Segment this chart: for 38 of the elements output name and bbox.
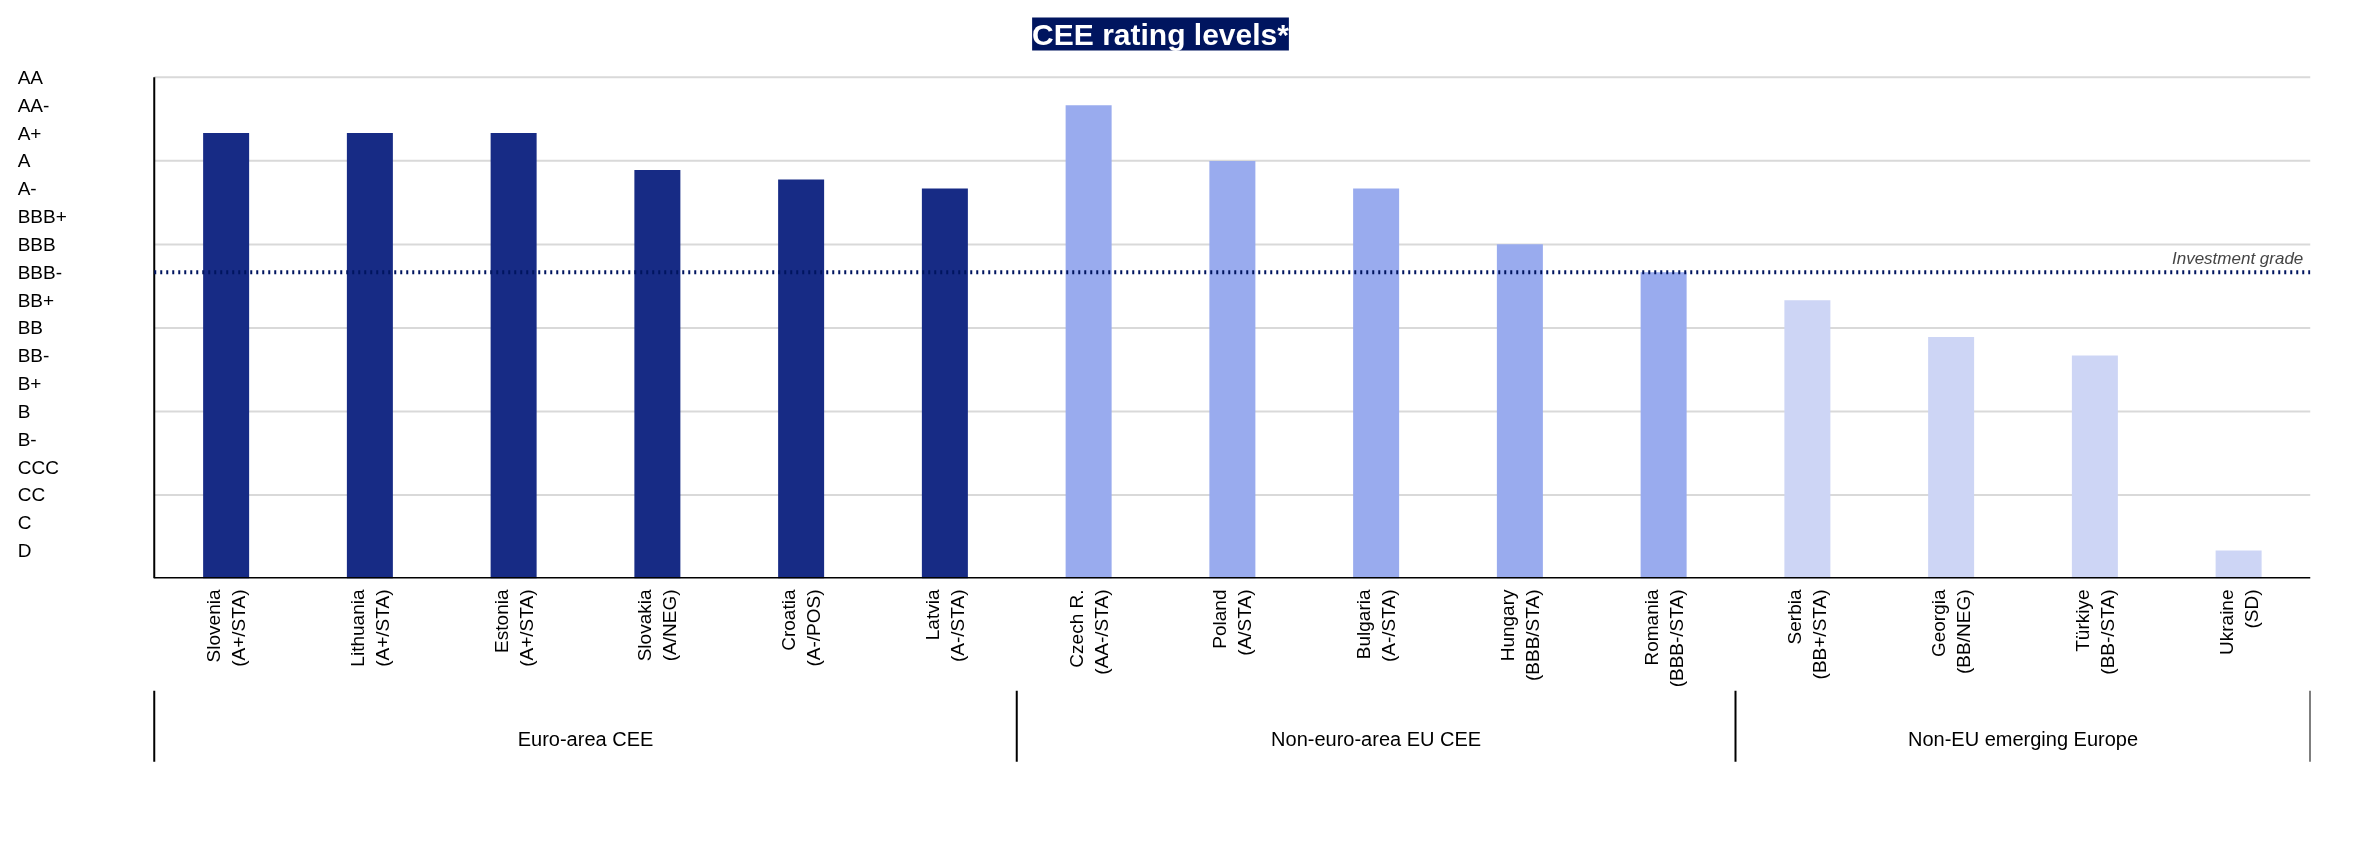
text: AA [17,66,44,88]
x-tick-label: Latvia (A-/STA) [921,589,968,662]
text: B- [17,428,37,450]
x-tick-label: Türkiye (BB-/STA) [2071,589,2118,675]
text: CC [17,484,46,506]
x-tick-label: Slovenia (A+/STA) [203,589,250,667]
x-tick-label: Poland (A/STA) [1209,589,1256,656]
x-tick-label: Slovakia (A/NEG) [634,589,681,662]
x-tick-label: Hungary (BBB/STA) [1496,589,1543,681]
x-tick-label: Georgia (BB/NEG) [1928,589,1975,674]
text: A [17,150,31,172]
x-tick-label: Czech R. (AA-/STA) [1065,589,1112,675]
x-tick-label: Ukraine (SD) [2215,589,2262,655]
text: Non-euro-area EU CEE [1271,728,1482,751]
text: CCC [17,456,59,478]
text: BBB [17,233,56,255]
text: C [17,512,32,534]
text: BB [17,317,44,339]
x-tick-label: Serbia (BB+/STA) [1784,589,1831,680]
text: Non-EU emerging Europe [1907,728,2139,751]
x-tick-label: Croatia (A-/POS) [778,589,825,667]
text: BBB- [17,261,63,283]
text: BBB+ [17,206,67,228]
text: A- [17,178,37,200]
text: BB+ [17,289,55,311]
x-tick-label: Bulgaria (A-/STA) [1353,589,1400,662]
text: BB- [17,345,50,367]
text: D [17,540,32,562]
text: Euro-area CEE [517,728,654,751]
text: A+ [17,122,42,144]
text: B+ [17,373,42,395]
text: AA- [17,94,50,116]
x-tick-label: Romania (BBB-/STA) [1640,589,1687,688]
chart-title: CEE rating levels* [1032,17,1290,51]
text: B [17,400,31,422]
x-tick-label: Estonia (A+/STA) [490,589,537,667]
ref-line-label: Investment grade [2171,249,2304,269]
x-tick-label: Lithuania (A+/STA) [346,589,393,667]
